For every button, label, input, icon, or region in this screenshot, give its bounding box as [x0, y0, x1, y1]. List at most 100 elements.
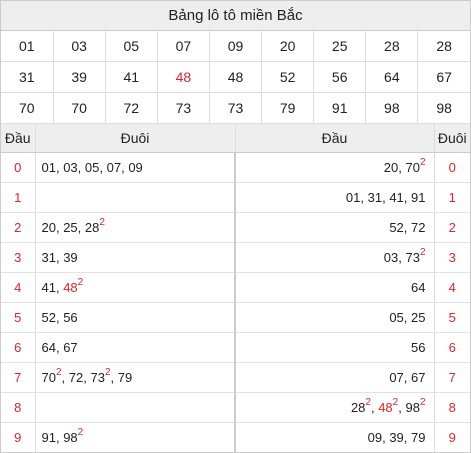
lotto-value: 48 [378, 400, 393, 415]
dau-digit-left: 2 [1, 212, 36, 243]
head-tail-row: 5 52, 56 05, 25 5 [1, 302, 470, 333]
lotto-value: 01 [41, 160, 56, 175]
dau-values-right: 07, 67 [235, 362, 435, 393]
header-duoi-right: Đuôi [434, 124, 470, 153]
repeat-count: 2 [419, 157, 426, 168]
duoi-values-left: 31, 39 [35, 242, 236, 273]
dau-values-right: 03, 732 [235, 242, 435, 273]
duoi-digit-right: 4 [434, 272, 470, 303]
duoi-values-left: 702, 72, 732, 79 [35, 362, 236, 393]
header-dau-left: Đầu [1, 124, 36, 153]
lotto-value: 56 [411, 340, 426, 355]
repeat-count: 2 [104, 367, 111, 378]
grid-number-cell: 05 [105, 31, 158, 62]
lotto-value: 91 [411, 190, 426, 205]
lotto-value: 25 [411, 310, 426, 325]
head-tail-row: 3 31, 39 03, 732 3 [1, 242, 470, 273]
grid-number-cell: 28 [417, 31, 470, 62]
lotto-value: 09 [367, 430, 383, 445]
lotto-value: 98 [63, 430, 78, 445]
grid-number-cell: 41 [105, 61, 158, 93]
lotto-value: 70 [405, 160, 420, 175]
duoi-digit-right: 1 [434, 182, 470, 213]
repeat-count: 2 [55, 367, 62, 378]
repeat-count: 2 [392, 397, 399, 408]
lotto-value: 72 [68, 370, 84, 385]
repeat-count: 2 [419, 397, 426, 408]
grid-number-cell: 98 [365, 92, 419, 124]
lotto-value: 31 [41, 250, 56, 265]
lotto-value: 05 [389, 310, 404, 325]
head-tail-row: 7 702, 72, 732, 79 07, 67 7 [1, 362, 470, 393]
duoi-digit-right: 5 [434, 302, 470, 333]
dau-values-right: 52, 72 [235, 212, 435, 243]
lotto-value: 52 [389, 220, 404, 235]
dau-values-right: 282, 482, 982 [235, 392, 435, 423]
lotto-value: 31 [367, 190, 383, 205]
head-tail-row: 8 282, 482, 982 8 [1, 392, 470, 423]
lotto-value: 25 [63, 220, 78, 235]
grid-number-cell: 67 [417, 61, 470, 93]
dau-values-right: 56 [235, 332, 435, 363]
duoi-values-left [35, 182, 236, 213]
duoi-digit-right: 3 [434, 242, 470, 273]
repeat-count: 2 [419, 247, 426, 258]
lotto-value: 73 [405, 250, 420, 265]
lotto-value: 70 [41, 370, 56, 385]
header-duoi-left: Đuôi [35, 124, 236, 153]
lotto-value: 28 [350, 400, 366, 415]
grid-number-cell: 09 [209, 31, 263, 62]
head-tail-header-row: Đầu Đuôi Đầu Đuôi [1, 124, 470, 153]
dau-digit-left: 6 [1, 332, 36, 363]
grid-number-cell: 03 [53, 31, 106, 62]
dau-digit-left: 1 [1, 182, 36, 213]
lotto-value: 41 [389, 190, 404, 205]
grid-number-cell: 48 [157, 61, 210, 93]
grid-number-cell: 98 [417, 92, 470, 124]
lotto-value: 09 [128, 160, 143, 175]
grid-number-cell: 28 [365, 31, 419, 62]
duoi-digit-right: 2 [434, 212, 470, 243]
grid-number-cell: 70 [1, 92, 54, 124]
dau-digit-left: 0 [1, 152, 36, 183]
lotto-value: 52 [41, 310, 56, 325]
table-title: Bảng lô tô miền Bắc [1, 1, 470, 31]
grid-number-cell: 52 [261, 61, 315, 93]
lotto-value: 91 [41, 430, 56, 445]
lotto-value: 20 [383, 160, 399, 175]
duoi-values-left: 91, 982 [35, 422, 236, 452]
numbers-grid: 01 03 05 07 09 20 25 28 28 31 39 41 48 48 52 56 64 67 70 70… [1, 31, 470, 124]
dau-digit-left: 4 [1, 272, 36, 303]
dau-digit-left: 8 [1, 392, 36, 423]
duoi-values-left: 64, 67 [35, 332, 236, 363]
duoi-digit-right: 0 [434, 152, 470, 183]
dau-digit-left: 3 [1, 242, 36, 273]
header-dau-right: Đầu [235, 124, 435, 153]
grid-number-cell: 31 [1, 61, 54, 93]
grid-number-cell: 25 [313, 31, 367, 62]
lotto-value: 64 [41, 340, 56, 355]
grid-row: 31 39 41 48 48 52 56 64 67 [1, 61, 470, 93]
dau-values-right: 01, 31, 41, 91 [235, 182, 435, 213]
repeat-count: 2 [77, 277, 84, 288]
grid-number-cell: 79 [261, 92, 315, 124]
duoi-digit-right: 7 [434, 362, 470, 393]
duoi-digit-right: 6 [434, 332, 470, 363]
grid-number-cell: 73 [209, 92, 263, 124]
dau-digit-left: 9 [1, 422, 36, 452]
grid-number-cell: 20 [261, 31, 315, 62]
lotto-value: 67 [63, 340, 78, 355]
lotto-value: 56 [63, 310, 78, 325]
lotto-value: 28 [84, 220, 100, 235]
grid-number-cell: 72 [105, 92, 158, 124]
duoi-values-left: 52, 56 [35, 302, 236, 333]
lotto-value: 07 [389, 370, 404, 385]
dau-values-right: 05, 25 [235, 302, 435, 333]
repeat-count: 2 [365, 397, 371, 408]
duoi-values-left: 01, 03, 05, 07, 09 [35, 152, 236, 183]
head-tail-row: 0 01, 03, 05, 07, 09 20, 702 0 [1, 152, 470, 183]
lotto-value: 79 [117, 370, 133, 385]
lotto-value: 39 [389, 430, 404, 445]
repeat-count: 2 [99, 217, 105, 228]
dau-values-right: 20, 702 [235, 152, 435, 183]
